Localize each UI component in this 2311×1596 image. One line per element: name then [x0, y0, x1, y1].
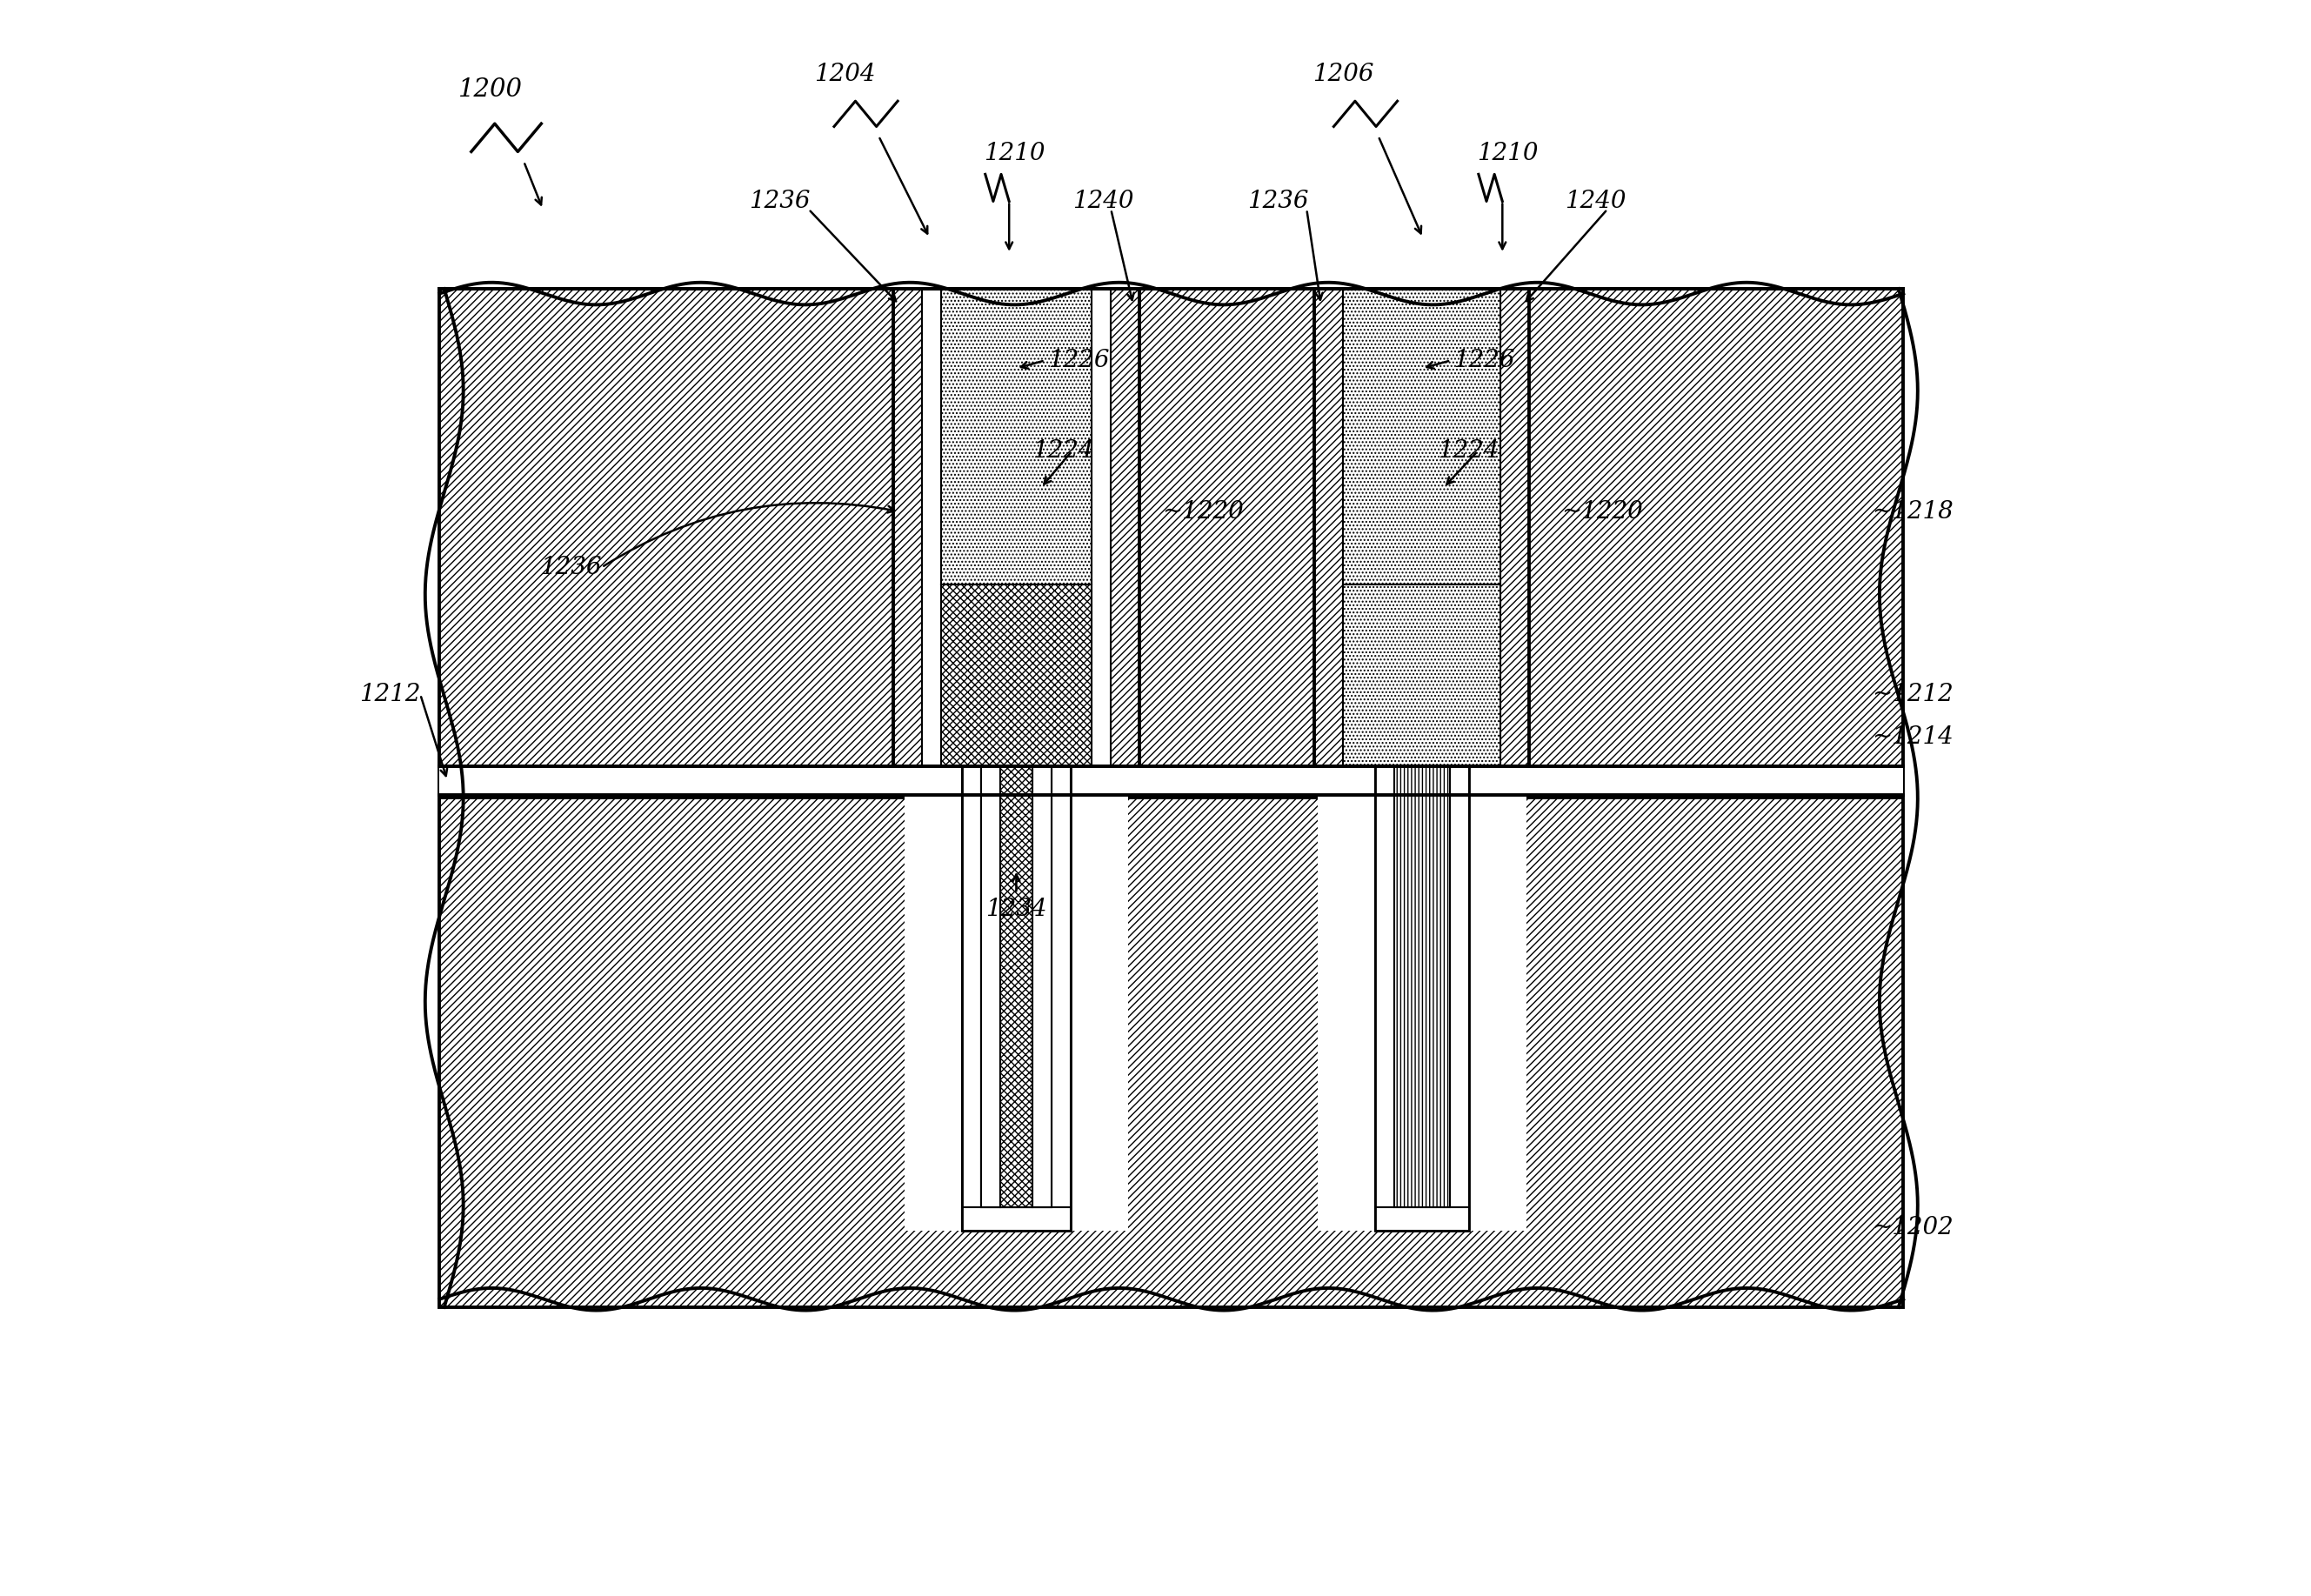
Bar: [439, 289, 1904, 766]
Text: 1210: 1210: [1477, 142, 1539, 166]
Bar: [1375, 766, 1470, 1231]
Text: 1204: 1204: [813, 62, 876, 86]
Bar: [1315, 289, 1530, 766]
Text: 1236: 1236: [749, 190, 811, 212]
Text: ~1220: ~1220: [1562, 500, 1643, 523]
Text: 1206: 1206: [1313, 62, 1375, 86]
Text: 1240: 1240: [1565, 190, 1625, 212]
Text: ~1214: ~1214: [1872, 726, 1953, 749]
Bar: [961, 766, 1070, 1231]
Bar: [982, 766, 1052, 1208]
Text: ~1212: ~1212: [1872, 683, 1953, 707]
Bar: [941, 584, 1091, 766]
Bar: [1375, 766, 1394, 1231]
Bar: [961, 1208, 1070, 1231]
Text: 1224: 1224: [1437, 439, 1500, 463]
Bar: [1317, 764, 1528, 1231]
Text: ~1220: ~1220: [1162, 500, 1243, 523]
Bar: [1001, 766, 1033, 1208]
Text: 1226: 1226: [1049, 348, 1109, 372]
Bar: [961, 766, 982, 1231]
Bar: [1033, 766, 1052, 1208]
Text: 1240: 1240: [1072, 190, 1135, 212]
Bar: [1451, 766, 1470, 1231]
Bar: [941, 289, 1091, 584]
Bar: [1343, 584, 1500, 766]
Bar: [892, 289, 922, 766]
Bar: [439, 798, 1904, 1307]
Bar: [1091, 289, 1112, 766]
Bar: [1394, 766, 1451, 1208]
Bar: [892, 289, 1139, 766]
Text: 1210: 1210: [984, 142, 1045, 166]
Text: 1212: 1212: [358, 683, 421, 707]
Text: 1234: 1234: [984, 897, 1047, 921]
Bar: [1112, 289, 1139, 766]
Bar: [922, 289, 941, 766]
Bar: [904, 764, 1128, 1231]
Text: 1236: 1236: [541, 555, 601, 579]
Bar: [1500, 289, 1530, 766]
Bar: [1315, 289, 1343, 766]
Bar: [439, 766, 1904, 795]
Text: 1200: 1200: [458, 78, 522, 102]
Bar: [439, 766, 1904, 795]
Text: 1224: 1224: [1033, 439, 1093, 463]
Bar: [982, 766, 1001, 1208]
Text: ~1202: ~1202: [1872, 1216, 1953, 1240]
Bar: [1315, 289, 1530, 766]
Bar: [1052, 766, 1070, 1231]
Bar: [1375, 1208, 1470, 1231]
Bar: [892, 289, 1139, 766]
Text: 1236: 1236: [1248, 190, 1308, 212]
Text: ~1218: ~1218: [1872, 500, 1953, 523]
Text: 1226: 1226: [1454, 348, 1516, 372]
Bar: [1343, 289, 1500, 584]
